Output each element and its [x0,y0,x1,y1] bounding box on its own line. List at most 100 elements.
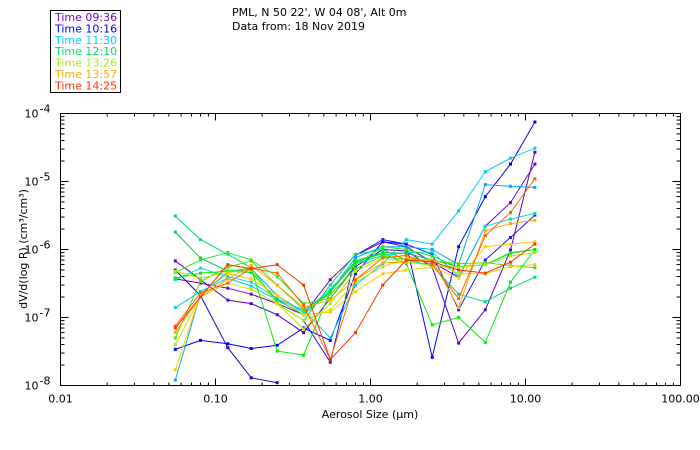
data-point [533,248,537,251]
series [173,254,537,340]
series [173,150,537,345]
data-point [509,265,512,269]
data-point [302,310,306,314]
data-point [354,267,357,271]
data-point [509,251,512,255]
data-point [328,283,332,287]
data-point [249,259,253,263]
data-point [275,302,279,306]
data-point [173,343,177,347]
data-point [249,264,253,268]
data-point [483,224,487,228]
x-tick-label: 10.00 [510,393,542,406]
data-point [226,263,230,267]
data-point [533,240,537,244]
data-point [533,120,537,124]
series-line [303,214,536,364]
data-point [509,184,512,188]
y-tick-exponent: -6 [40,239,51,252]
data-point [173,214,177,218]
data-point [381,256,385,260]
data-point [173,336,177,340]
data-point [457,316,461,319]
y-tick-exponent: -5 [40,171,51,184]
data-point [275,298,279,302]
data-point [199,271,202,275]
data-point [430,250,434,254]
data-point [381,240,385,244]
data-point [328,297,332,300]
data-point [404,245,408,249]
data-point [275,294,279,298]
data-point [404,258,408,262]
data-point [457,272,461,276]
data-point [483,170,487,174]
data-point [354,283,357,287]
data-point [328,358,332,362]
data-point [302,319,306,323]
data-point [430,248,434,251]
y-tick-label: 10 [25,312,39,325]
data-point [173,230,177,234]
data-point [457,262,461,266]
chart-header-location: PML, N 50 22', W 04 08', Alt 0m [232,6,406,19]
data-point [404,260,408,264]
data-point [509,201,512,205]
data-point [302,302,306,306]
legend-entry: Time 09:36 [54,11,117,24]
data-point [226,286,230,290]
data-point [226,272,230,276]
data-point [226,281,230,285]
data-point [173,347,177,351]
data-point [381,251,385,255]
data-point [381,254,385,258]
data-point [457,268,461,272]
data-point [533,251,537,255]
data-point [509,248,512,252]
data-point [302,304,306,307]
data-point [533,177,537,181]
data-point [354,265,357,269]
data-point [226,252,230,256]
data-point [275,275,279,279]
data-point [173,378,177,382]
data-point [249,267,253,271]
data-point [509,242,512,246]
data-point [328,298,332,302]
series [173,177,537,362]
data-point [509,222,512,226]
data-point [533,185,537,189]
data-point [381,265,385,269]
data-point [173,306,177,310]
data-point [226,346,230,350]
data-point [199,295,202,299]
x-axis-label: Aerosol Size (μm) [322,408,419,421]
y-tick-exponent: -7 [40,307,51,320]
data-point [509,236,512,239]
data-point [457,245,461,249]
data-point [533,242,537,246]
data-point [173,269,177,273]
data-point [173,259,177,263]
data-point [302,331,306,335]
data-point [173,368,177,372]
series-layer [173,120,537,385]
data-point [199,258,202,262]
data-point [354,252,357,256]
data-point [457,308,461,312]
data-point [328,302,332,306]
data-point [533,211,537,215]
legend-box [50,10,121,93]
data-point [430,242,434,246]
data-point [275,349,279,353]
data-point [226,342,230,346]
data-point [328,308,332,312]
data-point [173,331,177,335]
x-axis: 0.01 0.10 1.00 10.00 100.00 [48,113,700,406]
data-point [226,265,230,269]
data-point [199,338,202,342]
data-point [430,260,434,264]
data-point [483,258,487,262]
